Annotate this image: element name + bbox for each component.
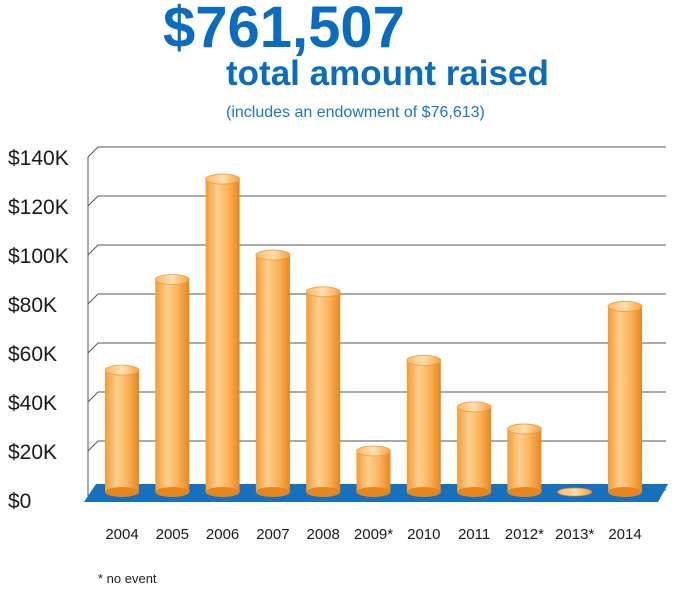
bar xyxy=(557,487,593,497)
x-tick-label: 2006 xyxy=(206,526,239,543)
bar-body xyxy=(306,291,341,492)
bars xyxy=(104,173,643,497)
bar-cap xyxy=(557,487,593,497)
x-tick-label: 2013* xyxy=(555,526,594,543)
gridline xyxy=(87,391,666,403)
bar-body xyxy=(255,255,290,492)
bar-base xyxy=(105,487,139,497)
x-axis-labels: 2004 2005 2006 2007 2008 2009* 2010 2011 2012* 20… xyxy=(105,526,641,543)
x-tick-label: 2009* xyxy=(354,526,393,543)
y-tick-label: $40K xyxy=(8,392,57,415)
bar xyxy=(305,286,341,497)
endowment-note: (includes an endowment of $76,613) xyxy=(226,104,485,121)
gridline xyxy=(87,342,666,354)
bar-base xyxy=(255,487,290,497)
footnote: * no event xyxy=(98,571,157,586)
x-tick-label: 2011 xyxy=(458,526,490,543)
bar-cap xyxy=(305,286,341,298)
bar xyxy=(456,401,492,497)
bar-body xyxy=(105,370,139,492)
x-tick-label: 2004 xyxy=(105,526,138,543)
total-amount: $761,507 xyxy=(163,0,405,60)
bar-base xyxy=(608,487,642,497)
bar xyxy=(255,249,291,497)
bar-base xyxy=(205,487,240,497)
bar xyxy=(154,274,190,497)
chart-subtitle: total amount raised xyxy=(226,54,549,93)
bar-cap xyxy=(104,364,140,376)
y-tick-label: $100K xyxy=(8,245,69,268)
bar-base xyxy=(406,487,441,497)
bar-body xyxy=(406,360,441,492)
bar-base xyxy=(155,487,190,497)
bar-cap xyxy=(154,274,190,285)
bar-body xyxy=(507,428,542,492)
bar-base xyxy=(306,487,341,497)
grid-lines xyxy=(87,146,666,501)
bar-cap xyxy=(255,249,291,261)
gridline xyxy=(87,146,666,158)
bar-cap xyxy=(356,445,391,457)
y-tick-label: $140K xyxy=(8,147,69,170)
x-tick-label: 2007 xyxy=(256,526,289,543)
bar-base xyxy=(457,487,492,497)
x-tick-label: 2014 xyxy=(608,526,641,543)
bar xyxy=(356,445,391,497)
x-tick-label: 2005 xyxy=(156,526,189,543)
bar xyxy=(607,301,643,497)
gridline xyxy=(87,293,666,305)
bar-body xyxy=(205,179,240,493)
bar-base xyxy=(356,487,391,497)
bar-body xyxy=(457,406,492,492)
bar xyxy=(205,173,241,497)
bar-cap xyxy=(507,423,542,435)
y-tick-label: $60K xyxy=(8,343,57,366)
y-tick-label: $80K xyxy=(8,294,57,317)
bar-body xyxy=(356,451,391,492)
bar-body xyxy=(155,279,190,492)
gridline xyxy=(87,244,666,256)
y-tick-label: $120K xyxy=(8,196,69,219)
y-tick-label: $0 xyxy=(8,490,31,513)
bar-body xyxy=(608,306,642,492)
bar xyxy=(507,423,542,497)
bar xyxy=(406,354,442,497)
bar-cap xyxy=(205,173,241,185)
bar-cap xyxy=(456,401,492,413)
bar-cap xyxy=(607,301,643,312)
x-tick-label: 2012* xyxy=(505,526,544,543)
y-axis-labels: $0 $20K $40K $60K $80K $100K $120K $140K xyxy=(8,147,69,513)
bar-cap xyxy=(406,354,442,366)
y-tick-label: $20K xyxy=(8,441,57,464)
bar xyxy=(104,364,140,497)
x-tick-label: 2008 xyxy=(307,526,340,543)
x-tick-label: 2010 xyxy=(407,526,440,543)
bar-base xyxy=(507,487,542,497)
gridline xyxy=(87,195,666,207)
